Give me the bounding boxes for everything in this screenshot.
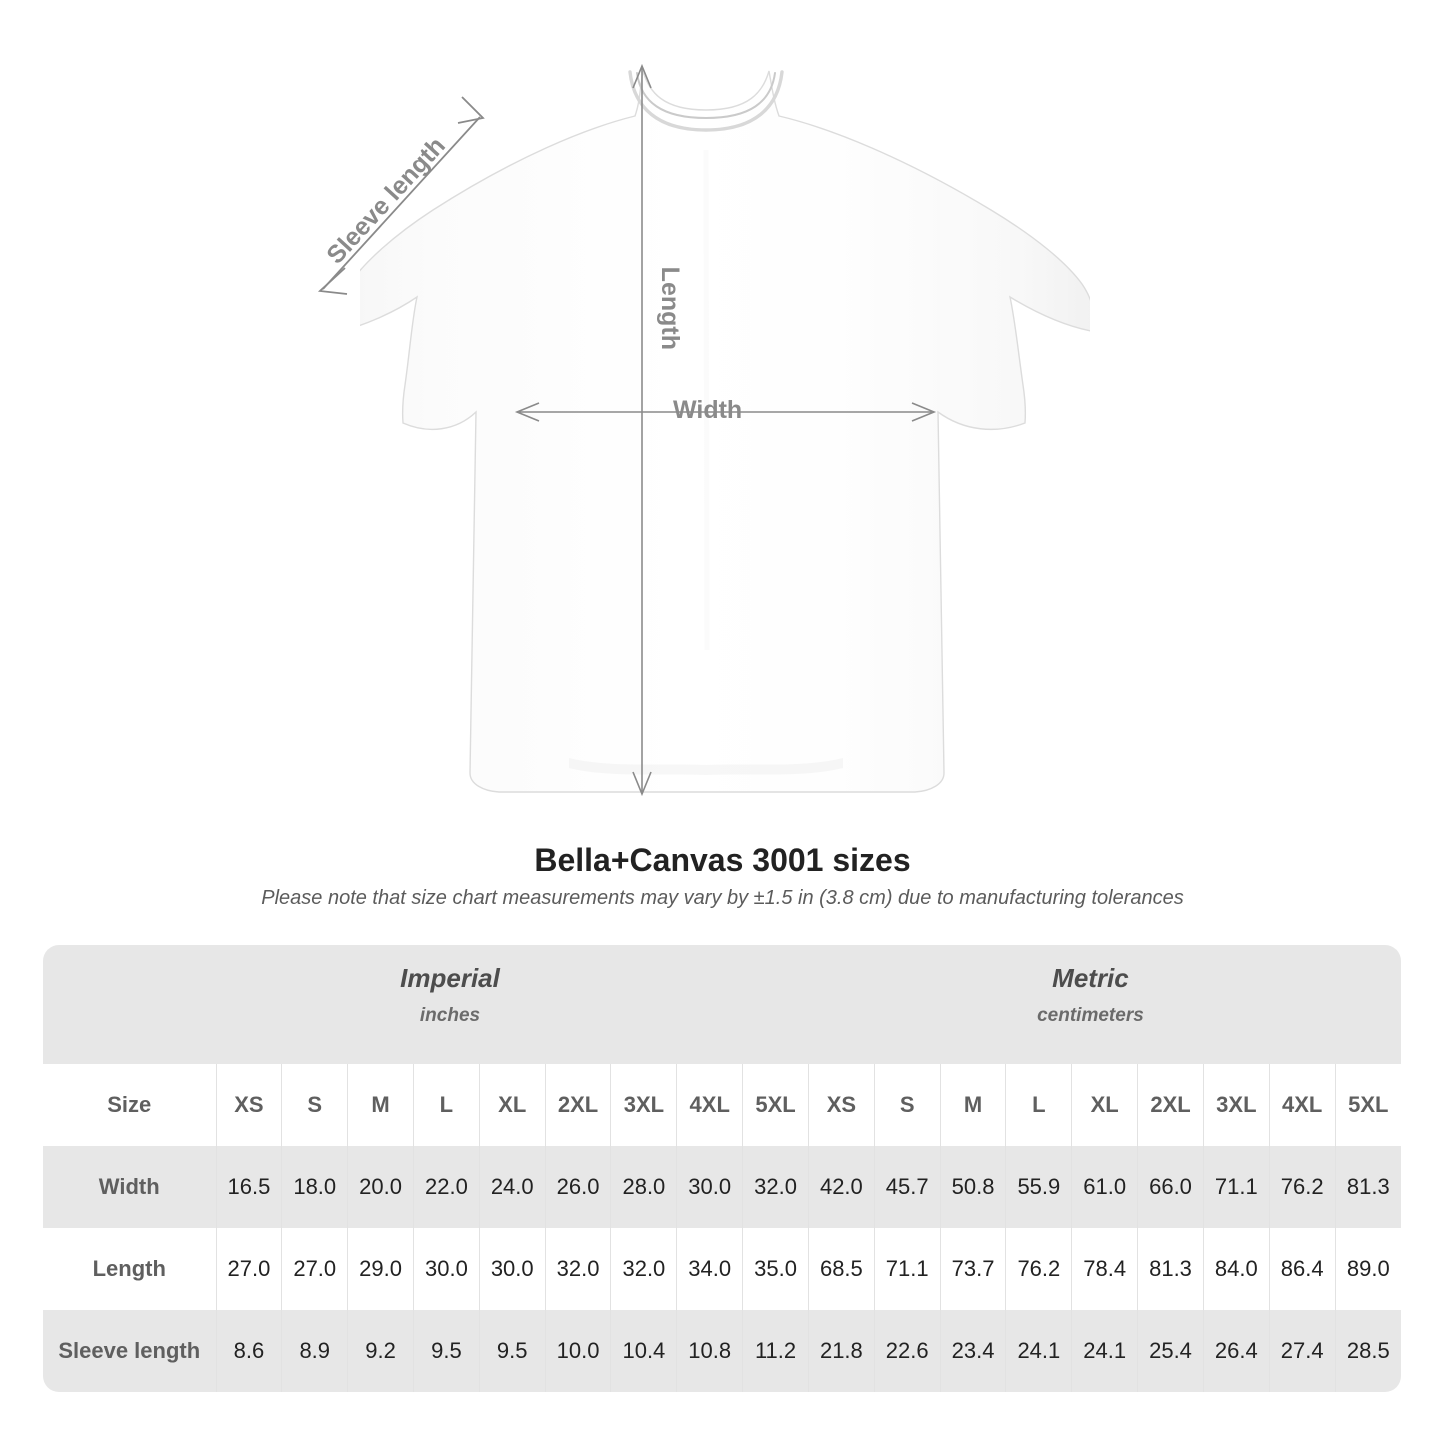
svg-text:Sleeve length: Sleeve length xyxy=(321,132,451,270)
svg-text:Width: Width xyxy=(673,396,742,424)
svg-text:Length: Length xyxy=(656,267,684,350)
